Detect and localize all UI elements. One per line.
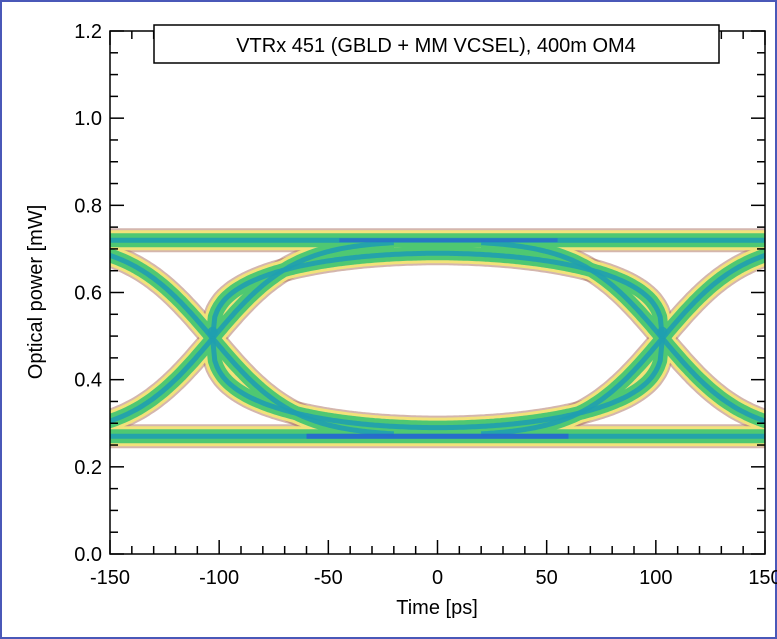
tick-labels: -150 -100 -50 0 50 100 150 0.0 0.2 0.4 0.6 0.8 1.0 1.…	[74, 21, 777, 589]
chart-title-box: VTRx 451 (GBLD + MM VCSEL), 400m OM4	[153, 24, 720, 64]
x-tick-label: 150	[748, 567, 777, 589]
x-tick-label: -50	[314, 567, 343, 589]
x-tick-label: -150	[90, 567, 130, 589]
eye-lower-arc	[210, 338, 665, 431]
chart-title: VTRx 451 (GBLD + MM VCSEL), 400m OM4	[236, 35, 636, 57]
falling-edge-right	[480, 240, 765, 424]
eye-upper-arc	[210, 250, 665, 339]
ticks	[109, 30, 766, 555]
rising-edge-right	[480, 252, 765, 437]
chart-title-frame	[153, 24, 720, 64]
plot-area-border	[109, 30, 766, 555]
x-tick-label: -100	[199, 567, 239, 589]
axes	[109, 30, 766, 555]
eye-lower-arc	[205, 337, 670, 435]
trace-layer-1	[110, 230, 765, 447]
y-tick-label: 0.6	[74, 283, 102, 305]
x-tick-label: 100	[639, 567, 672, 589]
y-axis-label: Optical power [mW]	[25, 205, 47, 379]
y-tick-label: 1.0	[74, 108, 102, 130]
y-tick-label: 0.0	[74, 544, 102, 566]
y-tick-label: 0.8	[74, 195, 102, 217]
falling-edge-left	[110, 252, 395, 437]
x-axis-label: Time [ps]	[396, 597, 478, 619]
eye-traces	[110, 228, 765, 449]
y-tick-label: 1.2	[74, 21, 102, 43]
crossing-point-0	[207, 326, 218, 337]
rising-edge-left	[110, 240, 395, 424]
y-tick-label: 0.4	[74, 370, 102, 392]
trace-peaks	[207, 238, 668, 439]
x-tick-label: 50	[536, 567, 558, 589]
x-tick-label: 0	[432, 567, 443, 589]
eye-upper-arc	[205, 246, 670, 340]
crossing-point-1	[657, 326, 668, 337]
y-tick-label: 0.2	[74, 457, 102, 479]
